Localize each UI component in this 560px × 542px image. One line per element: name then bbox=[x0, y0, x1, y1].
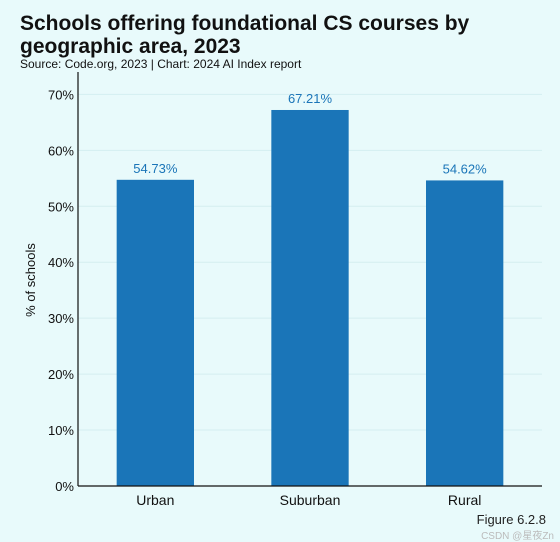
x-tick-label: Rural bbox=[448, 492, 481, 508]
y-tick-label: 20% bbox=[48, 367, 74, 382]
chart-subtitle: Source: Code.org, 2023 | Chart: 2024 AI … bbox=[20, 57, 302, 71]
y-tick-label: 30% bbox=[48, 311, 74, 326]
data-label-urban: 54.73% bbox=[133, 161, 178, 176]
y-tick-label: 40% bbox=[48, 255, 74, 270]
y-tick-label: 10% bbox=[48, 423, 74, 438]
y-axis-label: % of schools bbox=[23, 243, 38, 317]
bar-rural bbox=[426, 180, 504, 486]
bar-urban bbox=[116, 179, 194, 486]
y-tick-label: 50% bbox=[48, 199, 74, 214]
y-tick-label: 0% bbox=[55, 479, 74, 494]
bar-suburban bbox=[271, 109, 349, 486]
data-label-rural: 54.62% bbox=[443, 161, 488, 176]
x-tick-label: Suburban bbox=[280, 492, 341, 508]
data-label-suburban: 67.21% bbox=[288, 91, 333, 106]
chart-title: Schools offering foundational CS courses… bbox=[20, 12, 470, 58]
y-tick-label: 60% bbox=[48, 143, 74, 158]
watermark: CSDN @星夜Zn bbox=[481, 531, 554, 542]
x-tick-label: Urban bbox=[136, 492, 174, 508]
y-tick-label: 70% bbox=[48, 87, 74, 102]
bars: 54.73% 67.21% 54.62% bbox=[116, 91, 504, 486]
axes: 0% 10% 20% 30% 40% 50% 60% 70% Urban Suburban Rura… bbox=[48, 72, 542, 508]
figure-label: Figure 6.2.8 bbox=[476, 512, 546, 527]
